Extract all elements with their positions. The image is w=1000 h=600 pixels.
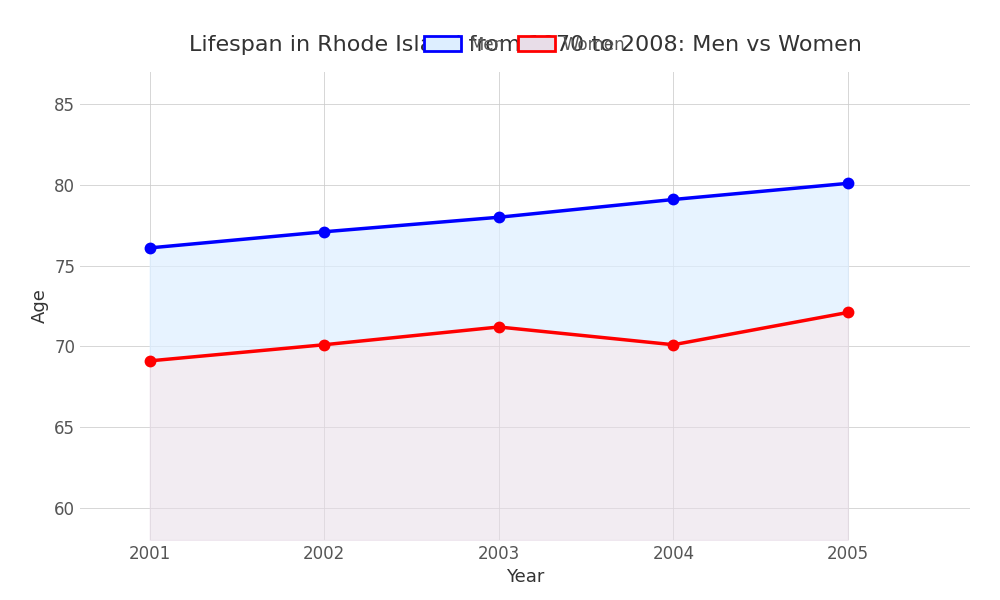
- Title: Lifespan in Rhode Island from 1970 to 2008: Men vs Women: Lifespan in Rhode Island from 1970 to 20…: [189, 35, 861, 55]
- X-axis label: Year: Year: [506, 568, 544, 586]
- Legend: Men, Women: Men, Women: [418, 29, 632, 60]
- Y-axis label: Age: Age: [31, 289, 49, 323]
